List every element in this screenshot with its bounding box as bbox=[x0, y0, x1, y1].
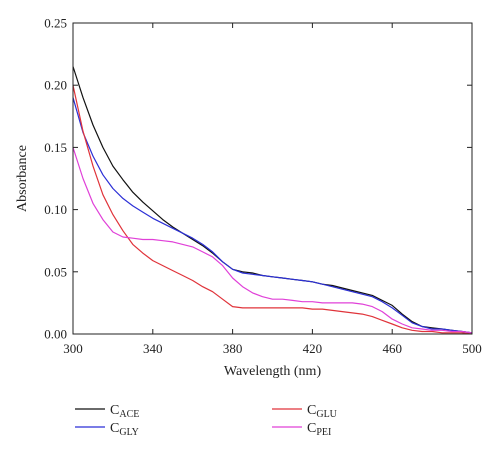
x-tick-label: 300 bbox=[63, 341, 83, 356]
series-layer bbox=[72, 66, 473, 335]
legend-subscript: PEI bbox=[316, 427, 331, 438]
legend-label-gly: CGLY bbox=[110, 421, 139, 438]
series-line-pei bbox=[72, 147, 473, 334]
legend-subscript: GLY bbox=[119, 427, 139, 438]
y-tick-label: 0.15 bbox=[44, 140, 67, 155]
legend-subscript: GLU bbox=[316, 409, 337, 420]
plot-frame bbox=[72, 22, 473, 335]
x-axis-title: Wavelength (nm) bbox=[224, 364, 322, 379]
x-tick-label: 500 bbox=[462, 341, 482, 356]
y-tick-label: 0.05 bbox=[44, 264, 67, 279]
x-tick-label: 420 bbox=[303, 341, 323, 356]
y-tick-label: 0.10 bbox=[44, 202, 67, 217]
y-tick-label: 0.25 bbox=[44, 16, 67, 31]
legend-label-glu: CGLU bbox=[307, 403, 338, 420]
legend: CACE CGLU CGLY CPEI bbox=[75, 403, 338, 438]
legend-label-ace: CACE bbox=[110, 403, 139, 420]
x-tick-label: 460 bbox=[382, 341, 402, 356]
y-tick-label: 0.00 bbox=[44, 327, 67, 342]
series-line-ace bbox=[72, 66, 473, 334]
y-tick-label: 0.20 bbox=[44, 78, 67, 93]
series-line-glu bbox=[72, 85, 473, 335]
legend-subscript: ACE bbox=[119, 409, 139, 420]
ticks-layer: 300 340 380 420 460 500 0.00 0.05 0.10 0.15 0.20 0.… bbox=[44, 16, 482, 357]
legend-label-pei: CPEI bbox=[307, 421, 331, 438]
series-line-gly bbox=[72, 97, 473, 334]
x-tick-label: 380 bbox=[223, 341, 243, 356]
x-tick-label: 340 bbox=[143, 341, 163, 356]
y-axis-title: Absorbance bbox=[15, 145, 30, 212]
